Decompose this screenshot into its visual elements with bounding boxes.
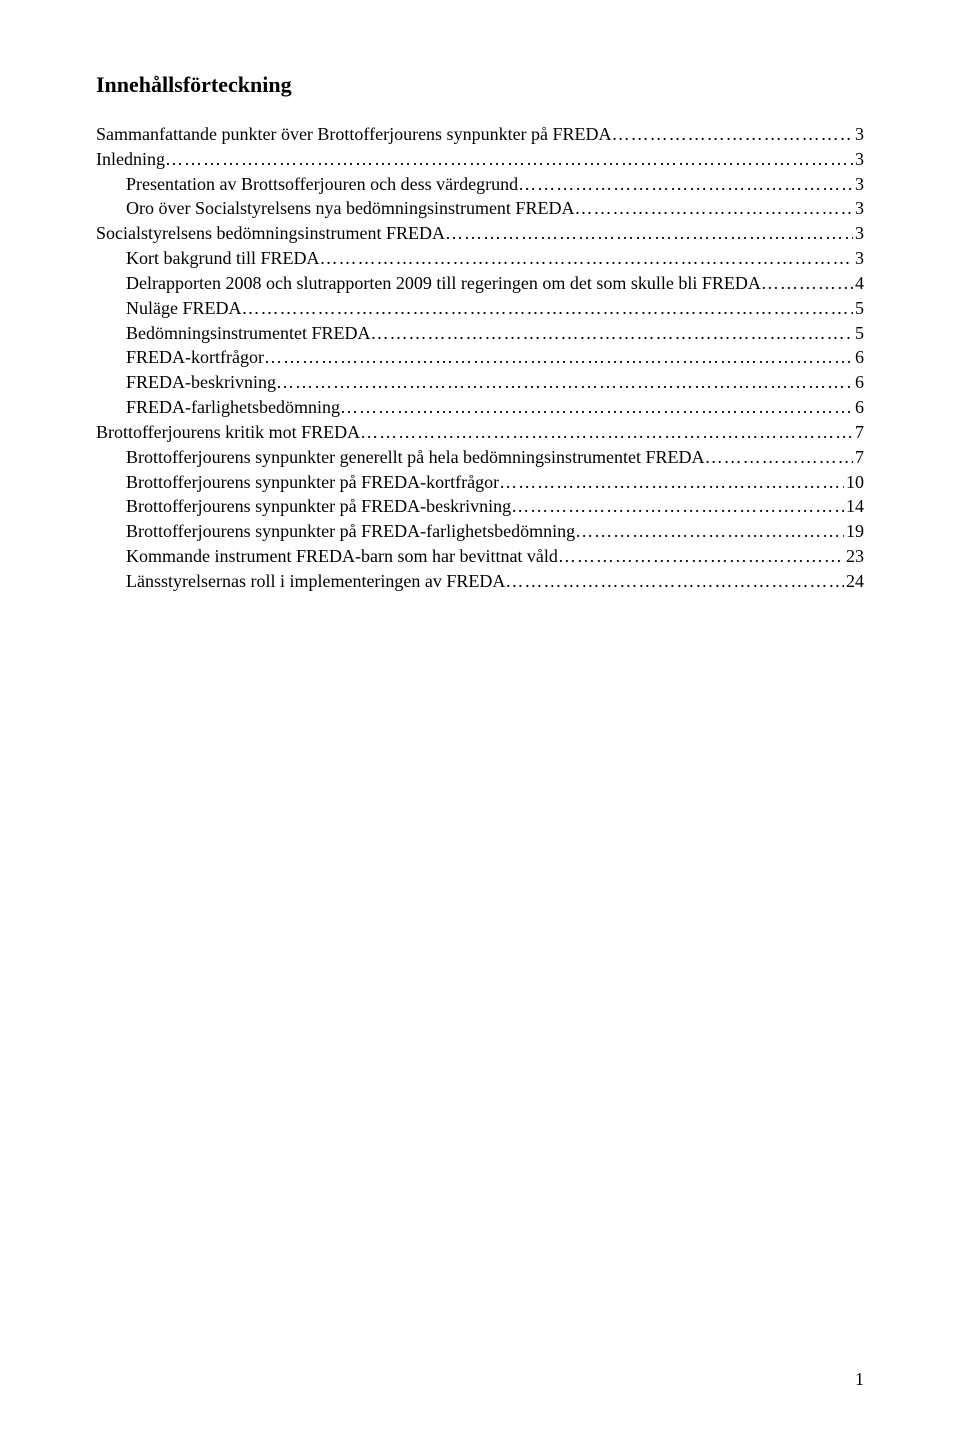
toc-entry: Oro över Socialstyrelsens nya bedömnings… — [96, 196, 864, 221]
toc-entry-label: Presentation av Brottsofferjouren och de… — [126, 172, 518, 197]
toc-entry: FREDA-farlighetsbedömning………………………………………… — [96, 395, 864, 420]
toc-entry: Brottofferjourens synpunkter på FREDA-be… — [96, 494, 864, 519]
toc-entry-label: Sammanfattande punkter över Brottofferjo… — [96, 122, 612, 147]
toc-entry-leader: …………………………………………………………………………………………………………… — [445, 221, 853, 246]
toc-entry: Delrapporten 2008 och slutrapporten 2009… — [96, 271, 864, 296]
toc-entry-label: Delrapporten 2008 och slutrapporten 2009… — [126, 271, 761, 296]
toc-entry: Nuläge FREDA…………………………………………………………………………… — [96, 296, 864, 321]
toc-entry-leader: …………………………………………………………………………………………………………… — [499, 470, 844, 495]
toc-entry-leader: …………………………………………………………………………………………………………… — [558, 544, 844, 569]
toc-entry-label: Brottofferjourens synpunkter generellt p… — [126, 445, 705, 470]
toc-entry-page: 3 — [853, 147, 864, 172]
toc-entry-page: 10 — [844, 470, 864, 495]
toc-entry-leader: …………………………………………………………………………………………………………… — [511, 494, 844, 519]
toc-entry-leader: …………………………………………………………………………………………………………… — [575, 519, 844, 544]
toc-list: Sammanfattande punkter över Brottofferjo… — [96, 122, 864, 594]
toc-entry-page: 3 — [853, 246, 864, 271]
toc-entry-label: Nuläge FREDA — [126, 296, 242, 321]
toc-entry-label: Socialstyrelsens bedömningsinstrument FR… — [96, 221, 445, 246]
toc-entry: Länsstyrelsernas roll i implementeringen… — [96, 569, 864, 594]
toc-entry: Bedömningsinstrumentet FREDA………………………………… — [96, 321, 864, 346]
toc-entry: Brottofferjourens kritik mot FREDA………………… — [96, 420, 864, 445]
toc-entry-page: 14 — [844, 494, 864, 519]
toc-entry-leader: …………………………………………………………………………………………………………… — [242, 296, 854, 321]
toc-entry-label: FREDA-beskrivning — [126, 370, 276, 395]
toc-entry-label: Brottofferjourens synpunkter på FREDA-fa… — [126, 519, 575, 544]
toc-entry-leader: …………………………………………………………………………………………………………… — [574, 196, 853, 221]
toc-entry-leader: …………………………………………………………………………………………………………… — [276, 370, 853, 395]
toc-entry-leader: …………………………………………………………………………………………………………… — [360, 420, 853, 445]
toc-entry-page: 6 — [853, 395, 864, 420]
toc-entry-leader: …………………………………………………………………………………………………………… — [165, 147, 853, 172]
toc-entry-page: 19 — [844, 519, 864, 544]
toc-entry-label: FREDA-kortfrågor — [126, 345, 264, 370]
toc-entry: Sammanfattande punkter över Brottofferjo… — [96, 122, 864, 147]
toc-entry: Kort bakgrund till FREDA…………………………………………… — [96, 246, 864, 271]
toc-entry-leader: …………………………………………………………………………………………………………… — [518, 172, 853, 197]
toc-entry-page: 6 — [853, 345, 864, 370]
toc-entry-page: 23 — [844, 544, 864, 569]
toc-entry-page: 4 — [853, 271, 864, 296]
toc-entry-leader: …………………………………………………………………………………………………………… — [612, 122, 853, 147]
toc-entry-leader: …………………………………………………………………………………………………………… — [371, 321, 854, 346]
toc-entry-page: 7 — [853, 445, 864, 470]
toc-entry-label: Brottofferjourens synpunkter på FREDA-ko… — [126, 470, 499, 495]
toc-entry-label: Inledning — [96, 147, 165, 172]
toc-entry: Brottofferjourens synpunkter på FREDA-fa… — [96, 519, 864, 544]
toc-entry-leader: …………………………………………………………………………………………………………… — [705, 445, 853, 470]
toc-entry-leader: …………………………………………………………………………………………………………… — [340, 395, 853, 420]
toc-entry-label: Brottofferjourens kritik mot FREDA — [96, 420, 360, 445]
page-number: 1 — [855, 1369, 864, 1390]
toc-entry-label: Kort bakgrund till FREDA — [126, 246, 320, 271]
toc-entry-leader: …………………………………………………………………………………………………………… — [320, 246, 854, 271]
toc-entry: Inledning…………………………………………………………………………………… — [96, 147, 864, 172]
toc-entry-page: 5 — [853, 296, 864, 321]
toc-entry-page: 6 — [853, 370, 864, 395]
toc-entry: Kommande instrument FREDA-barn som har b… — [96, 544, 864, 569]
toc-entry: Brottofferjourens synpunkter generellt p… — [96, 445, 864, 470]
toc-entry-page: 5 — [853, 321, 864, 346]
toc-entry-leader: …………………………………………………………………………………………………………… — [761, 271, 853, 296]
toc-entry-label: Länsstyrelsernas roll i implementeringen… — [126, 569, 505, 594]
document-page: Innehållsförteckning Sammanfattande punk… — [0, 0, 960, 1438]
toc-title: Innehållsförteckning — [96, 72, 864, 98]
toc-entry-leader: …………………………………………………………………………………………………………… — [505, 569, 844, 594]
toc-entry-page: 24 — [844, 569, 864, 594]
toc-entry-leader: …………………………………………………………………………………………………………… — [264, 345, 853, 370]
toc-entry: Presentation av Brottsofferjouren och de… — [96, 172, 864, 197]
toc-entry-page: 3 — [853, 172, 864, 197]
toc-entry-label: Brottofferjourens synpunkter på FREDA-be… — [126, 494, 511, 519]
toc-entry-page: 3 — [853, 221, 864, 246]
toc-entry: Socialstyrelsens bedömningsinstrument FR… — [96, 221, 864, 246]
toc-entry: Brottofferjourens synpunkter på FREDA-ko… — [96, 470, 864, 495]
toc-entry-page: 7 — [853, 420, 864, 445]
toc-entry-label: Bedömningsinstrumentet FREDA — [126, 321, 371, 346]
toc-entry-page: 3 — [853, 122, 864, 147]
toc-entry-label: Kommande instrument FREDA-barn som har b… — [126, 544, 558, 569]
toc-entry: FREDA-beskrivning……………………………………………………………… — [96, 370, 864, 395]
toc-entry: FREDA-kortfrågor………………………………………………………………… — [96, 345, 864, 370]
toc-entry-page: 3 — [853, 196, 864, 221]
toc-entry-label: FREDA-farlighetsbedömning — [126, 395, 340, 420]
toc-entry-label: Oro över Socialstyrelsens nya bedömnings… — [126, 196, 574, 221]
